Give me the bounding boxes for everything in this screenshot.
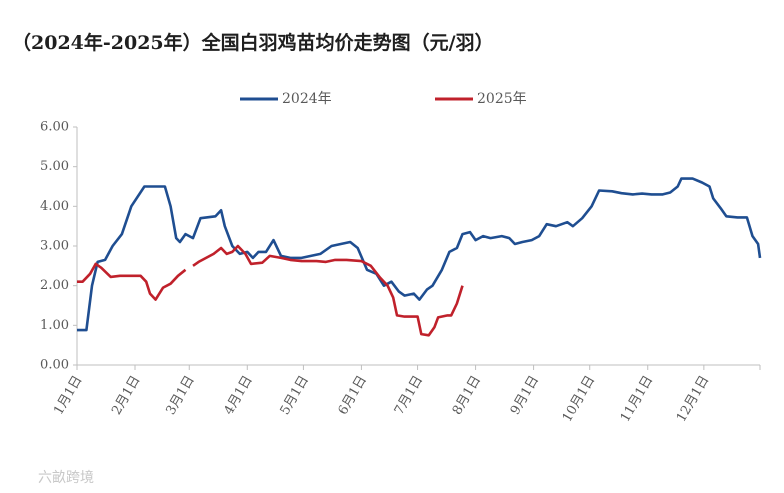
legend-label: 2025年: [477, 91, 527, 107]
x-tick-label: 5月1日: [278, 373, 312, 417]
watermark: 六畝跨境: [38, 470, 94, 486]
y-tick-label: 1.00: [40, 318, 69, 333]
y-tick-label: 3.00: [40, 239, 69, 254]
legend-label: 2024年: [282, 91, 332, 107]
x-tick-label: 2月1日: [109, 373, 143, 417]
series-line: [77, 244, 464, 337]
x-tick-label: 11月1日: [618, 373, 656, 425]
x-tick-label: 12月1日: [674, 373, 712, 425]
x-tick-label: 9月1日: [508, 373, 542, 417]
y-tick-label: 5.00: [40, 159, 69, 174]
x-tick-label: 3月1日: [164, 373, 198, 417]
x-tick-label: 6月1日: [336, 373, 370, 417]
x-tick-label: 10月1日: [560, 373, 598, 425]
y-tick-label: 2.00: [40, 278, 69, 293]
y-tick-label: 4.00: [40, 199, 69, 214]
y-tick-label: 6.00: [40, 120, 69, 135]
series-line: [77, 177, 762, 332]
chart-title: （2024年-2025年）全国白羽鸡苗均价走势图（元/羽）: [12, 31, 494, 54]
x-tick-label: 1月1日: [51, 373, 85, 417]
x-tick-label: 8月1日: [450, 373, 484, 417]
y-tick-label: 0.00: [40, 358, 69, 373]
x-tick-label: 4月1日: [222, 373, 256, 417]
x-tick-label: 7月1日: [392, 373, 426, 417]
